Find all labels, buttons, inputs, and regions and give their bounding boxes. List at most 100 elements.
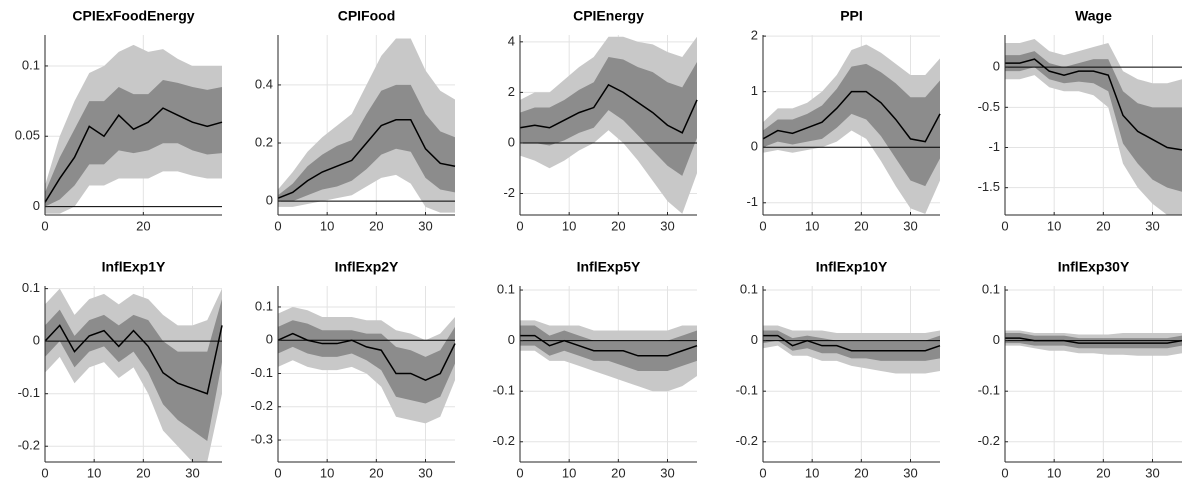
x-tick-label: 20 (854, 218, 868, 233)
y-tick-label: 0.2 (255, 134, 273, 149)
y-tick-label: -0.2 (18, 438, 40, 453)
band (1005, 51, 1182, 192)
band (278, 320, 455, 404)
y-tick-label: -0.2 (493, 433, 515, 448)
y-tick-label: 0 (993, 59, 1000, 74)
x-tick-label: 0 (1001, 465, 1008, 480)
chart-title: InflExp30Y (1058, 259, 1130, 275)
y-tick-label: -0.1 (493, 383, 515, 398)
x-tick-label: 0 (516, 465, 523, 480)
y-tick-label: 0 (751, 139, 758, 154)
y-tick-label: 0 (33, 333, 40, 348)
band (520, 325, 697, 371)
x-tick-label: 10 (320, 218, 334, 233)
x-tick-label: 0 (759, 218, 766, 233)
y-tick-label: 1 (751, 83, 758, 98)
x-tick-label: 10 (562, 218, 576, 233)
y-tick-label: -1.5 (978, 179, 1000, 194)
x-tick-label: 30 (418, 218, 432, 233)
y-tick-label: 0 (993, 332, 1000, 347)
x-tick-label: 0 (1001, 218, 1008, 233)
x-tick-label: 30 (1145, 465, 1159, 480)
y-tick-label: -0.1 (736, 383, 758, 398)
panel: InflExp2Y 0 10 20 30 -0.3 -0.2 -0.1 0 0.1 (251, 259, 456, 480)
y-tick-label: 0 (751, 332, 758, 347)
x-tick-label: 20 (136, 465, 150, 480)
y-tick-label: 2 (508, 84, 515, 99)
y-tick-label: 0.05 (15, 128, 40, 143)
line (519, 83, 698, 134)
y-tick-label: 0 (508, 332, 515, 347)
line (277, 119, 456, 199)
y-tick-label: 0 (266, 332, 273, 347)
panel: InflExp10Y 0 10 20 30 -0.2 -0.1 0 0.1 (736, 259, 941, 480)
y-tick-label: -1 (988, 139, 1000, 154)
x-tick-label: 20 (1096, 465, 1110, 480)
panel: Wage 0 10 20 30 -1.5 -1 -0.5 0 (978, 8, 1182, 233)
x-tick-label: 30 (903, 465, 917, 480)
y-tick-label: 0 (266, 193, 273, 208)
y-tick-label: 0.1 (22, 280, 40, 295)
x-tick-label: 0 (274, 465, 281, 480)
panel: CPIEnergy 0 10 20 30 -2 0 2 4 (503, 8, 698, 233)
x-tick-label: 0 (274, 218, 281, 233)
x-tick-label: 0 (41, 465, 48, 480)
panel: InflExp30Y 0 10 20 30 -0.2 -0.1 0 0.1 (978, 259, 1182, 480)
y-tick-label: -0.1 (251, 365, 273, 380)
y-tick-label: -0.1 (978, 383, 1000, 398)
y-tick-label: -2 (503, 185, 515, 200)
y-tick-label: -0.2 (736, 433, 758, 448)
x-tick-label: 30 (660, 465, 674, 480)
y-tick-label: 2 (751, 28, 758, 43)
y-tick-label: -0.5 (978, 99, 1000, 114)
chart-title: CPIEnergy (573, 8, 644, 24)
y-tick-label: 0.1 (22, 57, 40, 72)
x-tick-label: 30 (185, 465, 199, 480)
x-tick-label: 10 (87, 465, 101, 480)
band (1005, 39, 1182, 216)
chart-title: InflExp2Y (335, 259, 399, 275)
line (44, 324, 223, 395)
x-tick-label: 20 (611, 218, 625, 233)
panel: InflExp1Y 0 10 20 30 -0.2 -0.1 0 0.1 (18, 259, 223, 480)
y-tick-label: -0.3 (251, 431, 273, 446)
panel: CPIExFoodEnergy 0 20 0 0.05 0.1 (15, 8, 223, 233)
line (1005, 58, 1182, 151)
x-tick-label: 20 (136, 218, 150, 233)
band (763, 63, 940, 187)
y-tick-label: 0.1 (497, 281, 515, 296)
x-tick-label: 0 (759, 465, 766, 480)
chart-title: PPI (840, 8, 863, 24)
chart-title: InflExp5Y (577, 259, 641, 275)
x-tick-label: 20 (369, 218, 383, 233)
y-tick-label: -0.1 (18, 385, 40, 400)
x-tick-label: 30 (903, 218, 917, 233)
x-tick-label: 10 (805, 218, 819, 233)
line (762, 90, 941, 143)
chart-title: CPIFood (338, 8, 396, 24)
line (520, 334, 698, 357)
y-tick-label: 0.1 (982, 281, 1000, 296)
line (44, 107, 223, 203)
y-tick-label: 0.1 (740, 281, 758, 296)
y-tick-label: -0.2 (978, 433, 1000, 448)
y-tick-label: 0.4 (255, 76, 273, 91)
x-tick-label: 10 (1047, 218, 1061, 233)
band (45, 299, 222, 441)
band (763, 330, 940, 361)
x-tick-label: 30 (418, 465, 432, 480)
chart-title: InflExp1Y (102, 259, 166, 275)
x-tick-label: 20 (854, 465, 868, 480)
x-tick-label: 10 (320, 465, 334, 480)
x-tick-label: 30 (660, 218, 674, 233)
y-tick-label: -0.2 (251, 398, 273, 413)
chart-title: InflExp10Y (816, 259, 888, 275)
y-tick-label: 0 (508, 134, 515, 149)
y-tick-label: 0.1 (255, 298, 273, 313)
y-tick-label: 0 (33, 198, 40, 213)
band (520, 56, 697, 176)
x-tick-label: 10 (1047, 465, 1061, 480)
chart-title: CPIExFoodEnergy (72, 8, 194, 24)
